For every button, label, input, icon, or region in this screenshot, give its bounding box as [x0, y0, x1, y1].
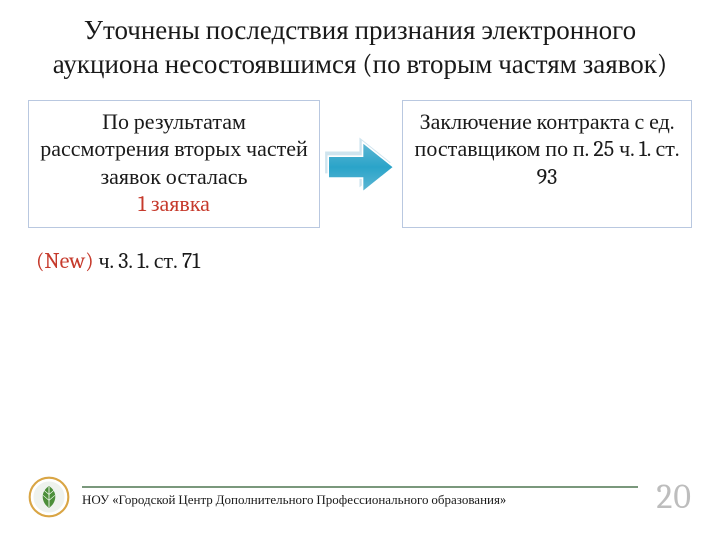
right-box-text: Заключение контракта с ед. поставщиком п… — [415, 109, 680, 190]
arrow-container — [320, 100, 402, 228]
left-box: По результатам рассмотрения вторых часте… — [28, 100, 320, 228]
logo-icon — [28, 476, 70, 518]
footer-rule — [82, 486, 638, 488]
note-new: (New) — [36, 248, 94, 274]
arrow-right-icon — [322, 125, 400, 203]
note-line: (New) ч. 3. 1. ст. 71 — [0, 228, 720, 274]
left-box-text: По результатам рассмотрения вторых часте… — [40, 109, 308, 190]
footer: НОУ «Городской Центр Дополнительного Про… — [0, 476, 720, 518]
footer-org: НОУ «Городской Центр Дополнительного Про… — [82, 492, 638, 508]
note-rest: ч. 3. 1. ст. 71 — [94, 248, 201, 274]
page-number: 20 — [656, 477, 692, 517]
footer-text-wrap: НОУ «Городской Центр Дополнительного Про… — [82, 486, 638, 508]
right-box: Заключение контракта с ед. поставщиком п… — [402, 100, 692, 228]
slide-title: Уточнены последствия признания электронн… — [0, 0, 720, 92]
content-row: По результатам рассмотрения вторых часте… — [0, 92, 720, 228]
left-box-highlight: 1 заявка — [39, 191, 309, 219]
